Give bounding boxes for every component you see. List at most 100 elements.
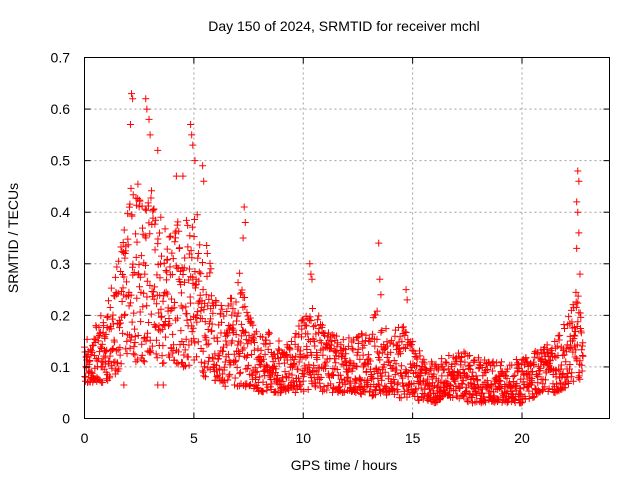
data-point (189, 141, 197, 149)
data-point (191, 215, 199, 223)
data-point (171, 298, 179, 306)
data-point (548, 365, 556, 373)
data-point (354, 345, 362, 353)
data-point (325, 329, 333, 337)
data-point (218, 305, 226, 313)
data-point (191, 284, 199, 292)
data-point (159, 297, 167, 305)
data-point (382, 325, 390, 333)
data-point (300, 370, 308, 378)
data-point (169, 255, 177, 263)
data-point (380, 345, 388, 353)
data-point (256, 373, 264, 381)
data-point (333, 343, 341, 351)
data-point (457, 361, 465, 369)
data-point (103, 313, 111, 321)
data-point (319, 387, 327, 395)
data-point (345, 334, 353, 342)
data-point (138, 340, 146, 348)
data-point (400, 343, 408, 351)
data-point (142, 234, 150, 242)
data-point (296, 347, 304, 355)
data-point (182, 216, 190, 224)
data-point (148, 187, 156, 195)
data-point (105, 357, 113, 365)
data-point (133, 356, 141, 364)
data-point (170, 304, 178, 312)
data-point (137, 318, 145, 326)
data-point (196, 241, 204, 249)
data-point (130, 309, 138, 317)
data-point (163, 276, 171, 284)
data-point (362, 368, 370, 376)
data-point (358, 338, 366, 346)
data-point (337, 387, 345, 395)
data-point (450, 375, 458, 383)
data-point (396, 350, 404, 358)
data-point (220, 363, 228, 371)
data-point (417, 369, 425, 377)
data-point (193, 353, 201, 361)
data-point (129, 350, 137, 358)
data-point (291, 388, 299, 396)
data-point (515, 361, 523, 369)
data-point (578, 367, 586, 375)
data-point (443, 359, 451, 367)
data-point (209, 309, 217, 317)
data-point (375, 366, 383, 374)
data-point (206, 269, 214, 277)
data-point (381, 368, 389, 376)
data-point (556, 331, 564, 339)
data-point (275, 337, 283, 345)
data-point (199, 286, 207, 294)
data-point (460, 348, 468, 356)
data-point (229, 321, 237, 329)
data-point (434, 382, 442, 390)
data-point (295, 374, 303, 382)
data-point (119, 239, 127, 247)
data-point (119, 284, 127, 292)
data-point (454, 349, 462, 357)
data-point (564, 370, 572, 378)
data-point (567, 344, 575, 352)
data-point (401, 328, 409, 336)
data-point (155, 309, 163, 317)
data-point (385, 372, 393, 380)
data-point (445, 352, 453, 360)
data-point (332, 349, 340, 357)
data-point (181, 254, 189, 262)
data-point (168, 249, 176, 257)
data-point (307, 270, 315, 278)
data-point (522, 354, 530, 362)
data-point (298, 333, 306, 341)
data-point (222, 337, 230, 345)
data-point (134, 180, 142, 188)
data-point (497, 377, 505, 385)
data-point (272, 365, 280, 373)
data-point (574, 374, 582, 382)
data-point (302, 322, 310, 330)
data-point (99, 378, 107, 386)
data-point (164, 290, 172, 298)
data-point (373, 307, 381, 315)
data-point (317, 320, 325, 328)
data-point (152, 350, 160, 358)
data-point (517, 399, 525, 407)
data-point (440, 366, 448, 374)
data-point (172, 234, 180, 242)
data-point (503, 374, 511, 382)
data-point (273, 350, 281, 358)
data-point (219, 347, 227, 355)
data-point (133, 238, 141, 246)
data-point (414, 392, 422, 400)
data-point (378, 327, 386, 335)
data-point (304, 330, 312, 338)
data-point (503, 399, 511, 407)
data-point (242, 383, 250, 391)
data-point (110, 358, 118, 366)
data-point (464, 398, 472, 406)
data-point (241, 328, 249, 336)
data-point (128, 90, 136, 98)
data-point (366, 357, 374, 365)
